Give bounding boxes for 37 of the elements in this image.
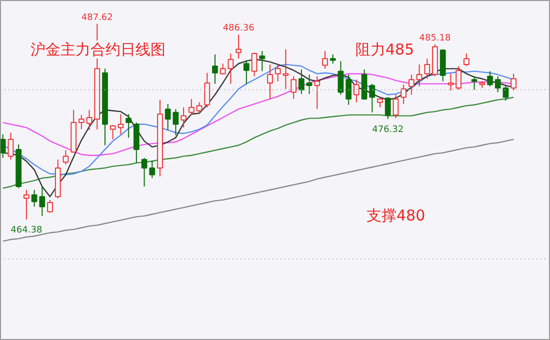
candlestick: [353, 79, 360, 103]
candlestick: [126, 114, 132, 138]
annotation: 支撑480: [366, 206, 426, 224]
candlestick: [0, 134, 6, 158]
annotation: 485.18: [419, 33, 452, 44]
candlestick: [157, 99, 163, 177]
candlestick: [290, 76, 297, 100]
candlestick: [236, 34, 242, 60]
candlestick: [212, 54, 218, 84]
candlestick: [102, 68, 108, 146]
candlestick: [180, 106, 187, 128]
annotation: 486.36: [222, 24, 255, 34]
candlestick: [424, 58, 430, 80]
annotation: 464.38: [10, 225, 42, 236]
annotation: 487.62: [81, 12, 113, 23]
candlestick: [346, 74, 352, 106]
candlestick: [228, 53, 234, 84]
candlestick: [149, 160, 156, 179]
candlestick: [259, 50, 266, 72]
candlestick: [314, 76, 320, 110]
candlestick: [267, 64, 273, 100]
text: 沪金主力合约日线图: [30, 40, 166, 58]
candlestick: [39, 186, 46, 216]
candlestick: [118, 114, 124, 135]
annotation: 阻力485: [356, 40, 414, 58]
candlestick: [8, 132, 14, 160]
candlestick: [23, 189, 30, 220]
candlestick: [282, 48, 289, 90]
candlestick: [416, 64, 422, 87]
candlestick: [448, 73, 454, 92]
candlestick: [408, 74, 414, 96]
candlestick: [31, 189, 38, 208]
candlestick: [164, 104, 171, 131]
candlestick: [338, 60, 344, 96]
candlestick: [172, 108, 179, 136]
candlestick: [298, 69, 304, 94]
annotation: 476.32: [372, 124, 404, 135]
